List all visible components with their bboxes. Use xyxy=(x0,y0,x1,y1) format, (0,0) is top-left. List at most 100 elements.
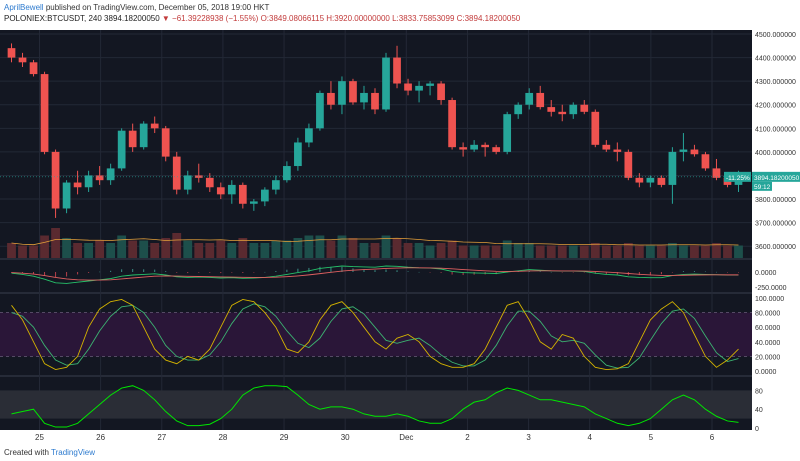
volume-bar-24 xyxy=(271,240,281,258)
macd-tick-label-1: -250.0000 xyxy=(755,285,787,292)
stoch-tick-label-5: 0.0000 xyxy=(755,369,777,376)
candle-body-61 xyxy=(679,149,688,152)
volume-bar-57 xyxy=(634,245,644,258)
macd-line xyxy=(11,265,739,284)
volume-bar-55 xyxy=(612,245,622,258)
tradingview-logo-text[interactable]: TradingView xyxy=(51,448,96,457)
candle-body-8 xyxy=(95,175,104,181)
candle-body-42 xyxy=(470,144,478,150)
candle-body-62 xyxy=(690,149,699,155)
volume-bar-15 xyxy=(172,233,182,258)
macd-hist-21 xyxy=(242,272,244,273)
macd-hist-62 xyxy=(693,271,695,272)
volume-bar-21 xyxy=(238,238,248,258)
macd-hist-41 xyxy=(462,272,464,276)
volume-bar-52 xyxy=(579,245,589,258)
x-tick-label-9: 4 xyxy=(588,433,593,442)
volume-bar-1 xyxy=(18,245,27,258)
volume-bar-61 xyxy=(679,245,688,258)
last-price-label-bg xyxy=(752,171,800,182)
stoch-tick-label-1: 80.0000 xyxy=(755,311,780,318)
macd-hist-39 xyxy=(440,272,442,273)
volume-bar-0 xyxy=(7,243,16,258)
time-axis-strip xyxy=(0,430,800,445)
candle-body-23 xyxy=(260,189,269,202)
macd-hist-2 xyxy=(33,272,35,275)
volume-bar-47 xyxy=(524,243,534,258)
trading-chart[interactable]: 25 26 27 28 29 30 Dec 2 3 4 5 6 4500.000000 4400.0000… xyxy=(0,30,800,445)
x-tick-label-7: 2 xyxy=(465,433,470,442)
volume-bar-36 xyxy=(403,243,413,258)
volume-bar-39 xyxy=(436,243,446,258)
candle-body-24 xyxy=(272,180,280,190)
macd-hist-12 xyxy=(143,269,145,272)
macd-hist-55 xyxy=(616,272,618,275)
x-tick-label-10: 5 xyxy=(649,433,654,442)
x-tick-label-6: Dec xyxy=(399,433,413,442)
candle-body-51 xyxy=(569,104,578,115)
macd-hist-38 xyxy=(429,272,431,273)
candle-body-25 xyxy=(283,166,291,181)
volume-bar-28 xyxy=(315,235,325,258)
volume-bar-60 xyxy=(667,243,677,258)
macd-hist-23 xyxy=(264,271,266,273)
macd-hist-49 xyxy=(550,271,552,273)
stoch-band xyxy=(0,312,752,357)
footer: Created with TradingView xyxy=(4,448,95,457)
volume-bar-54 xyxy=(601,245,611,258)
volume-bar-29 xyxy=(326,240,336,258)
macd-hist-63 xyxy=(704,271,706,273)
candle-body-59 xyxy=(657,177,666,185)
symbol-name: POLONIEX:BTCUSDT, 240 xyxy=(4,14,102,23)
macd-hist-18 xyxy=(209,272,211,273)
macd-hist-24 xyxy=(275,270,277,272)
candle-body-0 xyxy=(7,48,16,58)
rsi-tick-label-0: 80 xyxy=(755,388,763,395)
price-tick-label-0: 4500.000000 xyxy=(755,32,796,39)
symbol-line: POLONIEX:BTCUSDT, 240 3894.18200050 ▼ −6… xyxy=(4,14,520,23)
price-tick-label-8: 3700.000000 xyxy=(755,221,796,228)
macd-hist-27 xyxy=(308,267,310,272)
volume-bar-41 xyxy=(458,245,468,258)
volume-bar-64 xyxy=(712,243,721,258)
x-tick-label-8: 3 xyxy=(526,433,531,442)
candle-body-63 xyxy=(701,154,710,169)
volume-bar-7 xyxy=(84,243,94,258)
rsi-tick-label-1: 40 xyxy=(755,407,763,414)
chart-area[interactable]: 25 26 27 28 29 30 Dec 2 3 4 5 6 4500.000000 4400.0000… xyxy=(0,30,800,445)
volume-bar-20 xyxy=(227,243,237,258)
macd-hist-36 xyxy=(407,271,409,272)
candle-body-55 xyxy=(613,149,622,152)
macd-hist-61 xyxy=(682,271,684,272)
macd-hist-32 xyxy=(363,269,365,272)
candle-body-30 xyxy=(338,81,346,105)
candle-body-3 xyxy=(40,74,49,152)
volume-bar-26 xyxy=(293,238,303,258)
candle-body-5 xyxy=(62,182,71,209)
candle-body-54 xyxy=(602,144,611,150)
author-link[interactable]: AprilBewell xyxy=(4,3,44,12)
last-price-label: 3894.18200050 xyxy=(754,175,800,182)
volume-bar-49 xyxy=(546,245,556,258)
macd-hist-7 xyxy=(88,272,90,273)
volume-bar-23 xyxy=(260,243,270,258)
candle-body-2 xyxy=(29,62,38,75)
volume-bar-30 xyxy=(337,235,347,258)
macd-hist-9 xyxy=(110,270,112,272)
volume-bar-40 xyxy=(447,240,457,258)
candle-body-35 xyxy=(393,57,401,84)
price-tick-label-7: 3800.000000 xyxy=(755,197,796,204)
candle-body-31 xyxy=(349,81,357,103)
rsi-band xyxy=(0,390,752,419)
volume-bar-50 xyxy=(557,245,567,258)
macd-hist-15 xyxy=(176,272,178,273)
volume-bar-8 xyxy=(95,240,105,258)
volume-bar-46 xyxy=(513,243,523,258)
candle-body-56 xyxy=(624,151,633,178)
candle-body-11 xyxy=(128,130,137,148)
price-tick-label-3: 4200.000000 xyxy=(755,103,796,110)
volume-bar-32 xyxy=(359,243,369,258)
timer-label-bg xyxy=(752,181,772,191)
candle-body-15 xyxy=(172,156,181,190)
x-tick-label-1: 26 xyxy=(96,433,105,442)
